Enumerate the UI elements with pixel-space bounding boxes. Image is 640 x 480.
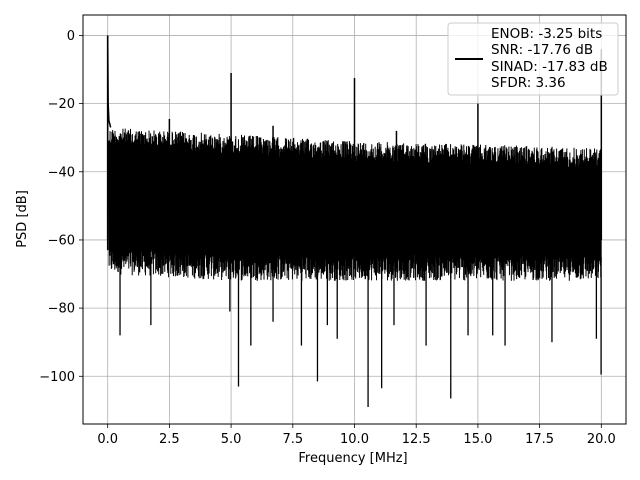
y-tick-label: −40: [48, 165, 75, 180]
y-tick-label: −100: [39, 370, 75, 385]
x-tick-label: 17.5: [525, 432, 554, 447]
x-tick-label: 0.0: [97, 432, 118, 447]
y-tick-label: 0: [67, 29, 75, 44]
x-tick-label: 15.0: [463, 432, 492, 447]
axis-ticks: 0.0 2.5 5.0 7.5 10.0 12.5 15.0 17.5 20.0 0 −20 −40 −…: [39, 29, 616, 447]
legend: ENOB: -3.25 bits SNR: -17.76 dB SINAD: -…: [447, 22, 619, 96]
legend-box: [447, 22, 619, 96]
x-tick-label: 20.0: [587, 432, 616, 447]
x-axis-label: Frequency [MHz]: [298, 451, 407, 466]
x-tick-label: 7.5: [282, 432, 303, 447]
y-tick-label: −20: [48, 97, 75, 112]
legend-entry-sfdr: SFDR: 3.36: [491, 75, 566, 91]
legend-entry-snr: SNR: -17.76 dB: [491, 42, 593, 58]
y-tick-label: −60: [48, 233, 75, 248]
x-tick-label: 2.5: [159, 432, 180, 447]
y-tick-label: −80: [48, 302, 75, 317]
psd-series: [106, 35, 603, 407]
x-tick-label: 10.0: [340, 432, 369, 447]
y-axis-label: PSD [dB]: [15, 190, 30, 248]
legend-entry-enob: ENOB: -3.25 bits: [491, 26, 602, 42]
legend-entry-sinad: SINAD: -17.83 dB: [491, 59, 608, 75]
x-tick-label: 12.5: [402, 432, 431, 447]
x-tick-label: 5.0: [221, 432, 242, 447]
